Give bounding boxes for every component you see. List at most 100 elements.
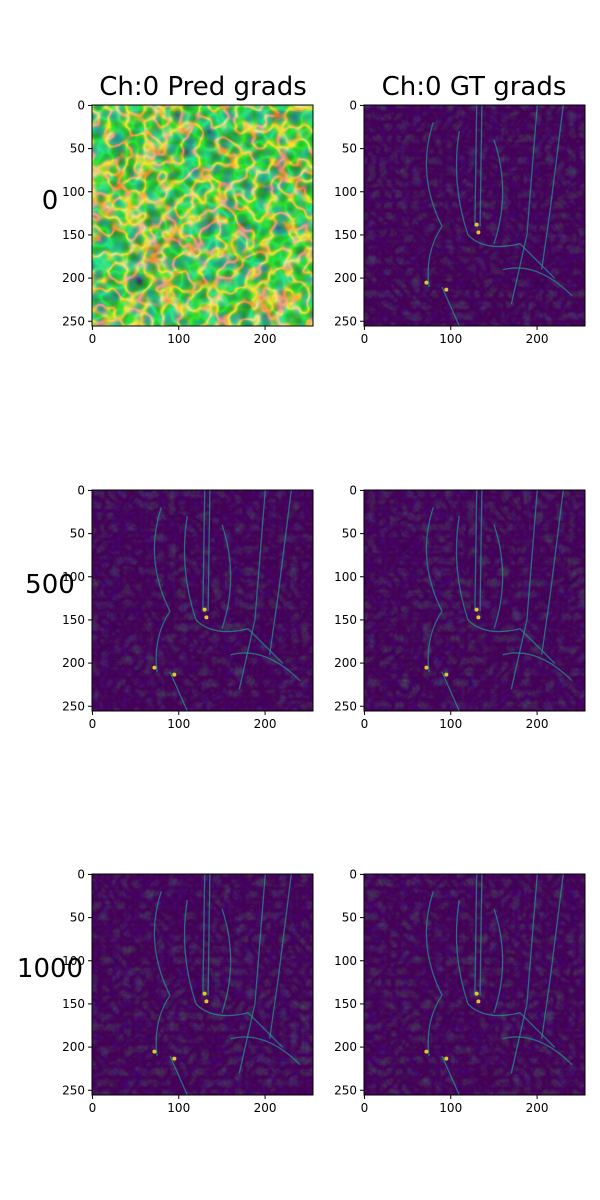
- x-tick-label: 200: [254, 332, 277, 346]
- x-tick-label: 100: [167, 1101, 190, 1115]
- edge-stroke: [425, 507, 443, 673]
- highlight-spot: [202, 991, 207, 996]
- edge-stroke: [474, 490, 478, 612]
- highlight-spot: [476, 230, 481, 235]
- x-tick-label: 0: [89, 1101, 97, 1115]
- edge-stroke: [474, 874, 478, 996]
- edge-stroke: [502, 652, 573, 682]
- x-tick-label: 0: [361, 1101, 369, 1115]
- edge-stroke: [479, 490, 483, 612]
- edge-stroke: [269, 490, 292, 655]
- edge-stroke: [207, 490, 211, 612]
- edge-stroke: [230, 652, 301, 682]
- edge-stroke: [207, 874, 211, 996]
- edge-stroke: [425, 122, 443, 288]
- heatmap-panel-1000-gt: 0 100 200 0 50 100 150 200 250: [334, 867, 586, 1115]
- axes-frame: [363, 489, 586, 712]
- y-tick-label: 150: [62, 613, 85, 627]
- edge-stroke: [493, 908, 504, 1013]
- edge-stroke: [467, 619, 556, 664]
- edge-stroke: [153, 507, 171, 673]
- highlight-spot: [476, 999, 481, 1004]
- edge-stroke: [474, 105, 478, 227]
- y-tick-label: 200: [334, 1040, 357, 1054]
- edge-stroke: [221, 908, 232, 1013]
- y-tick-label: 200: [62, 271, 85, 285]
- edge-stroke: [183, 899, 197, 1005]
- row-label-0: 0: [41, 186, 59, 216]
- edge-stroke: [153, 891, 171, 1057]
- highlight-spot: [474, 222, 479, 227]
- edge-stroke: [183, 515, 197, 621]
- y-tick-label: 200: [62, 656, 85, 670]
- edge-stroke: [441, 1055, 460, 1095]
- edge-stroke: [441, 671, 460, 711]
- y-tick-label: 250: [62, 1083, 85, 1097]
- edge-stroke: [455, 899, 469, 1005]
- edge-stroke: [541, 874, 564, 1039]
- edge-stroke: [493, 524, 504, 629]
- heatmap-panel-0-pred: 0 100 200 0 50 100 150 200 250: [62, 98, 314, 346]
- edge-stroke: [455, 515, 469, 621]
- y-tick-label: 0: [349, 867, 357, 881]
- row-label-1000: 1000: [16, 954, 84, 984]
- edge-stroke: [441, 286, 460, 326]
- x-tick-label: 200: [254, 717, 277, 731]
- edge-stroke: [195, 1003, 284, 1048]
- axes-frame: [363, 104, 586, 327]
- edge-stroke: [238, 874, 266, 1074]
- edge-stroke: [221, 524, 232, 629]
- highlight-spot: [172, 1056, 177, 1061]
- x-tick-label: 0: [361, 717, 369, 731]
- y-tick-label: 150: [334, 997, 357, 1011]
- y-tick-label: 200: [334, 271, 357, 285]
- y-tick-label: 100: [334, 185, 357, 199]
- highlight-spot: [444, 1056, 449, 1061]
- x-tick-label: 200: [526, 1101, 549, 1115]
- heatmap-panel-0-gt: 0 100 200 0 50 100 150 200 250: [334, 98, 586, 346]
- highlight-spot: [172, 672, 177, 677]
- edge-stroke: [510, 105, 538, 305]
- y-tick-label: 150: [334, 613, 357, 627]
- edge-stroke: [238, 490, 266, 690]
- column-title-gt: Ch:0 GT grads: [381, 72, 567, 102]
- y-tick-label: 250: [334, 699, 357, 713]
- y-tick-label: 200: [334, 656, 357, 670]
- x-tick-label: 200: [526, 717, 549, 731]
- edge-stroke: [230, 1036, 301, 1066]
- heatmap-panel-1000-pred: 0 100 200 0 50 100 150 200 250: [62, 867, 314, 1115]
- y-tick-label: 100: [334, 570, 357, 584]
- heatmap-panel-500-gt: 0 100 200 0 50 100 150 200 250: [334, 483, 586, 731]
- highlight-spot: [444, 287, 449, 292]
- edge-stroke: [467, 234, 556, 279]
- y-tick-label: 0: [349, 483, 357, 497]
- x-tick-label: 100: [439, 1101, 462, 1115]
- x-tick-label: 200: [254, 1101, 277, 1115]
- x-tick-label: 0: [89, 332, 97, 346]
- y-tick-label: 100: [334, 954, 357, 968]
- y-tick-label: 200: [62, 1040, 85, 1054]
- x-tick-label: 100: [167, 717, 190, 731]
- x-tick-label: 0: [361, 332, 369, 346]
- y-tick-label: 100: [62, 185, 85, 199]
- edge-stroke: [502, 1036, 573, 1066]
- edge-stroke: [455, 130, 469, 236]
- heatmap-panel-500-pred: 0 100 200 0 50 100 150 200 250: [62, 483, 314, 731]
- y-tick-label: 0: [77, 867, 85, 881]
- highlight-spot: [152, 1049, 157, 1054]
- edge-stroke: [541, 490, 564, 655]
- highlight-spot: [424, 665, 429, 670]
- y-tick-label: 50: [70, 911, 85, 925]
- y-tick-label: 250: [334, 1083, 357, 1097]
- highlight-spot: [444, 672, 449, 677]
- edge-stroke: [169, 671, 188, 711]
- edge-stroke: [479, 874, 483, 996]
- edge-stroke: [425, 891, 443, 1057]
- y-tick-label: 150: [62, 228, 85, 242]
- edge-stroke: [202, 490, 206, 612]
- highlight-spot: [202, 607, 207, 612]
- y-tick-label: 0: [77, 483, 85, 497]
- edge-stroke: [510, 490, 538, 690]
- column-title-pred: Ch:0 Pred grads: [99, 72, 307, 102]
- x-tick-label: 100: [439, 717, 462, 731]
